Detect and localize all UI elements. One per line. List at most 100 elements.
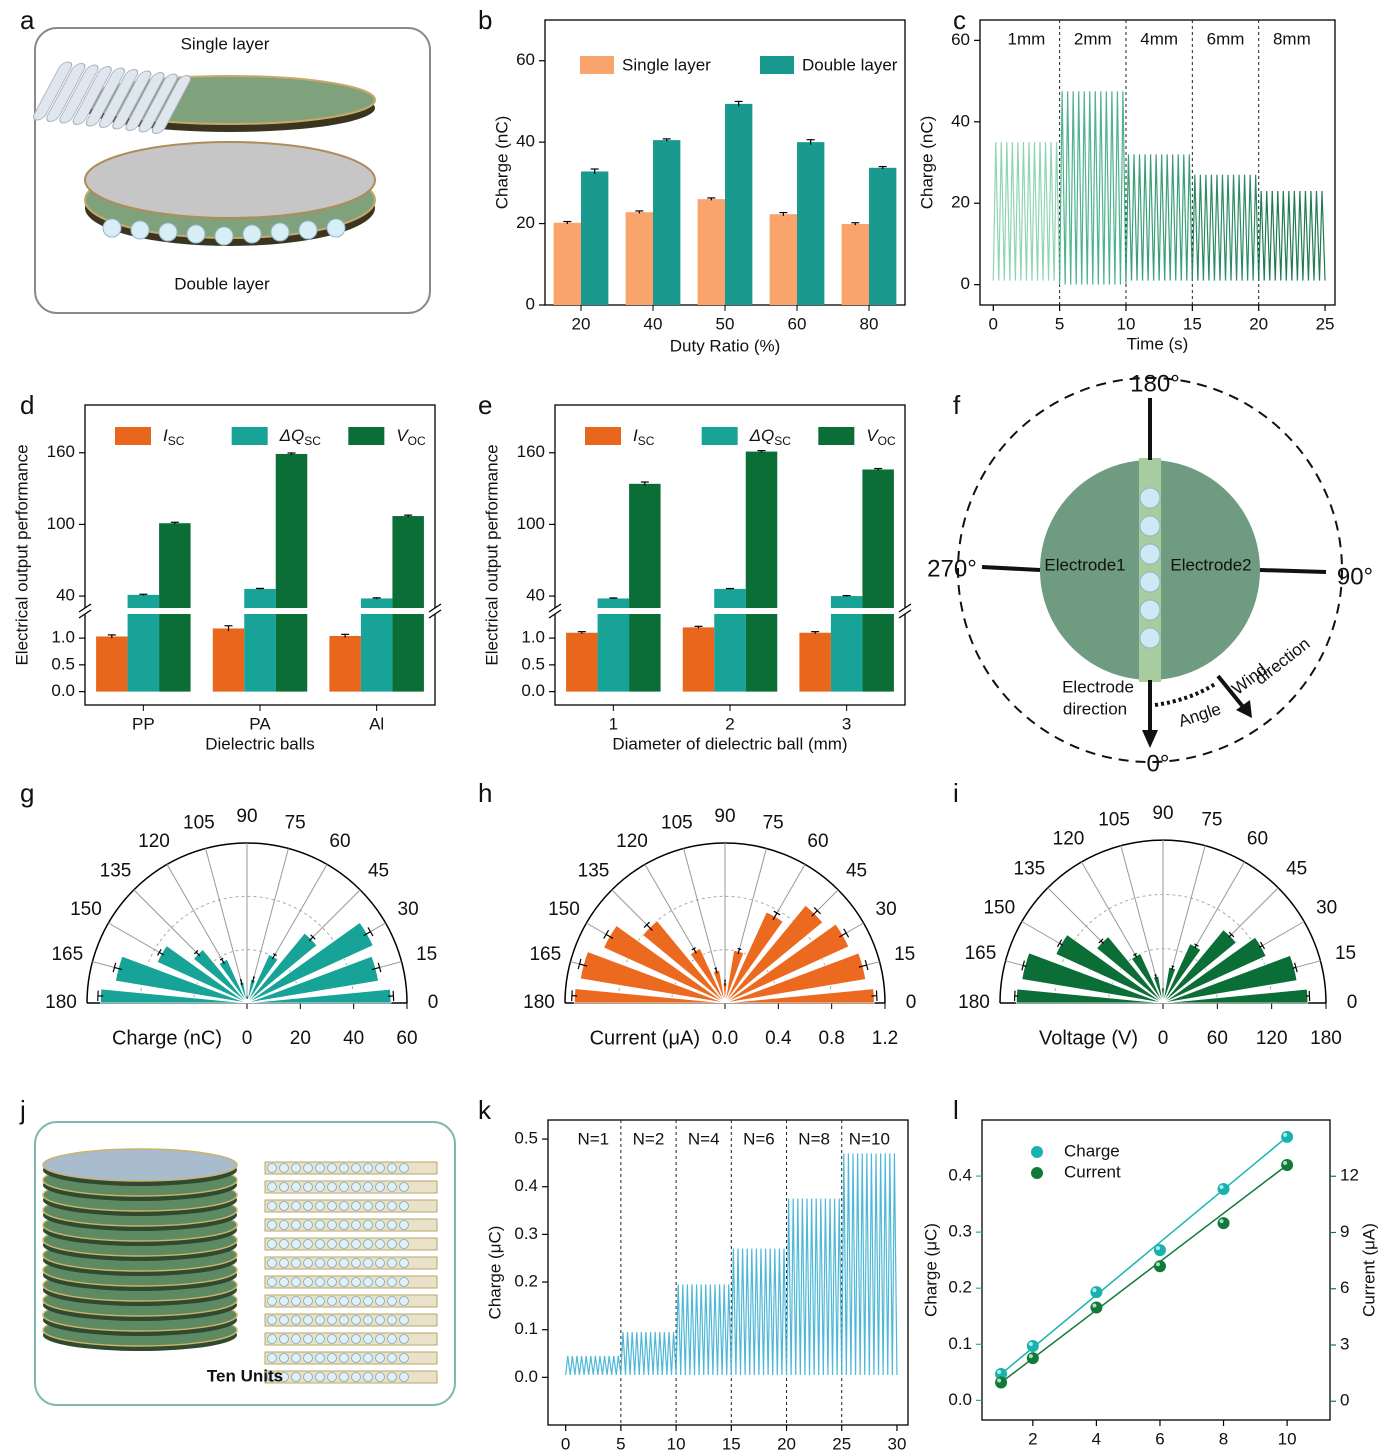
ball bbox=[304, 1183, 313, 1192]
y-tick-label: 0.5 bbox=[521, 654, 545, 673]
ball bbox=[388, 1240, 397, 1249]
theta-tick-label: 30 bbox=[876, 899, 897, 920]
ball bbox=[268, 1164, 277, 1173]
plate bbox=[265, 1295, 437, 1307]
ball bbox=[316, 1335, 325, 1344]
y-tick-label: 60 bbox=[951, 30, 970, 49]
r-axis-label: Voltage (V) bbox=[1039, 1027, 1138, 1049]
ball bbox=[364, 1278, 373, 1287]
bar-upper bbox=[361, 598, 393, 608]
x-tick-label: 15 bbox=[1183, 314, 1202, 333]
legend-label: ISC bbox=[163, 426, 185, 448]
ball bbox=[388, 1297, 397, 1306]
r-axis-label: Current (μA) bbox=[590, 1027, 700, 1049]
x-tick-label: 25 bbox=[1316, 314, 1335, 333]
ball bbox=[316, 1183, 325, 1192]
figure: Single layer Double layer 180° 90° 0° 27… bbox=[0, 0, 1381, 1452]
y-tick-label: 100 bbox=[47, 514, 75, 533]
bar-upper bbox=[831, 596, 863, 608]
ball bbox=[400, 1259, 409, 1268]
ball bbox=[280, 1297, 289, 1306]
legend-sub: SC bbox=[304, 434, 321, 448]
ball bbox=[376, 1354, 385, 1363]
ball bbox=[1140, 544, 1160, 564]
ball bbox=[364, 1297, 373, 1306]
ball bbox=[159, 223, 177, 241]
angle-label: 90° bbox=[1337, 563, 1373, 590]
signal bbox=[731, 1249, 786, 1375]
fit-line bbox=[1001, 1137, 1287, 1374]
ball bbox=[352, 1240, 361, 1249]
electrode-label: Electrode2 bbox=[1170, 555, 1251, 574]
axis-line bbox=[982, 567, 1040, 570]
ball bbox=[328, 1335, 337, 1344]
y-tick-label: 20 bbox=[951, 193, 970, 212]
ball bbox=[268, 1202, 277, 1211]
bar-upper bbox=[128, 595, 160, 608]
y-axis-label: Current (μA) bbox=[1359, 1223, 1378, 1317]
bar bbox=[581, 171, 608, 305]
bar bbox=[683, 627, 715, 691]
panel-label: i bbox=[953, 778, 959, 808]
legend-swatch bbox=[760, 56, 794, 74]
legend-label: ΔQSC bbox=[749, 426, 792, 448]
signal bbox=[842, 1153, 897, 1375]
ball bbox=[292, 1335, 301, 1344]
r-tick-label: 1.2 bbox=[872, 1028, 898, 1049]
ball bbox=[400, 1297, 409, 1306]
ball bbox=[268, 1221, 277, 1230]
ball bbox=[388, 1335, 397, 1344]
theta-tick-label: 120 bbox=[138, 831, 170, 852]
ball bbox=[280, 1354, 289, 1363]
x-tick-label: 20 bbox=[1249, 314, 1268, 333]
r-tick-label: 0.4 bbox=[765, 1028, 792, 1049]
error-cap bbox=[158, 949, 162, 955]
plate bbox=[265, 1333, 437, 1345]
ball bbox=[292, 1240, 301, 1249]
fit-line bbox=[1001, 1165, 1287, 1383]
ball bbox=[376, 1183, 385, 1192]
bar bbox=[554, 223, 581, 305]
axis-break bbox=[75, 608, 445, 614]
ball bbox=[328, 1183, 337, 1192]
x-tick-label: PA bbox=[249, 714, 271, 733]
ball bbox=[376, 1316, 385, 1325]
error-cap bbox=[714, 968, 716, 969]
bar-upper bbox=[746, 452, 778, 608]
bar bbox=[566, 633, 598, 692]
error-cap bbox=[1133, 953, 1136, 955]
point bbox=[1281, 1159, 1293, 1171]
r-tick-label: 60 bbox=[396, 1028, 417, 1049]
point bbox=[1281, 1131, 1293, 1143]
ball bbox=[328, 1354, 337, 1363]
x-tick-label: 20 bbox=[572, 314, 591, 333]
ball bbox=[328, 1316, 337, 1325]
ball bbox=[352, 1221, 361, 1230]
point-highlight bbox=[1156, 1246, 1160, 1250]
ball bbox=[352, 1354, 361, 1363]
y-tick-label: 0 bbox=[526, 294, 535, 313]
point bbox=[1154, 1244, 1166, 1256]
x-axis-label: Dielectric balls bbox=[205, 734, 315, 753]
ball bbox=[352, 1183, 361, 1192]
legend-label: ΔQSC bbox=[279, 426, 322, 448]
panel-label: a bbox=[20, 5, 35, 35]
ball bbox=[304, 1202, 313, 1211]
y-tick-label: 12 bbox=[1340, 1166, 1359, 1185]
y-axis-label: Electrical output performance bbox=[482, 444, 501, 665]
ball bbox=[400, 1373, 409, 1382]
ball bbox=[388, 1183, 397, 1192]
legend-label: Current bbox=[1064, 1162, 1121, 1181]
ball bbox=[352, 1335, 361, 1344]
theta-tick-label: 75 bbox=[1201, 809, 1222, 830]
angle-text: Angle bbox=[1176, 699, 1223, 731]
r-tick-label: 60 bbox=[1207, 1028, 1228, 1049]
ball bbox=[352, 1316, 361, 1325]
x-axis-label: Diameter of dielectric ball (mm) bbox=[612, 734, 847, 753]
legend-label: Double layer bbox=[802, 55, 898, 74]
ball bbox=[340, 1278, 349, 1287]
ball bbox=[376, 1259, 385, 1268]
ball bbox=[304, 1278, 313, 1287]
legend-sub: SC bbox=[774, 434, 791, 448]
x-axis-label: Duty Ratio (%) bbox=[670, 336, 781, 355]
